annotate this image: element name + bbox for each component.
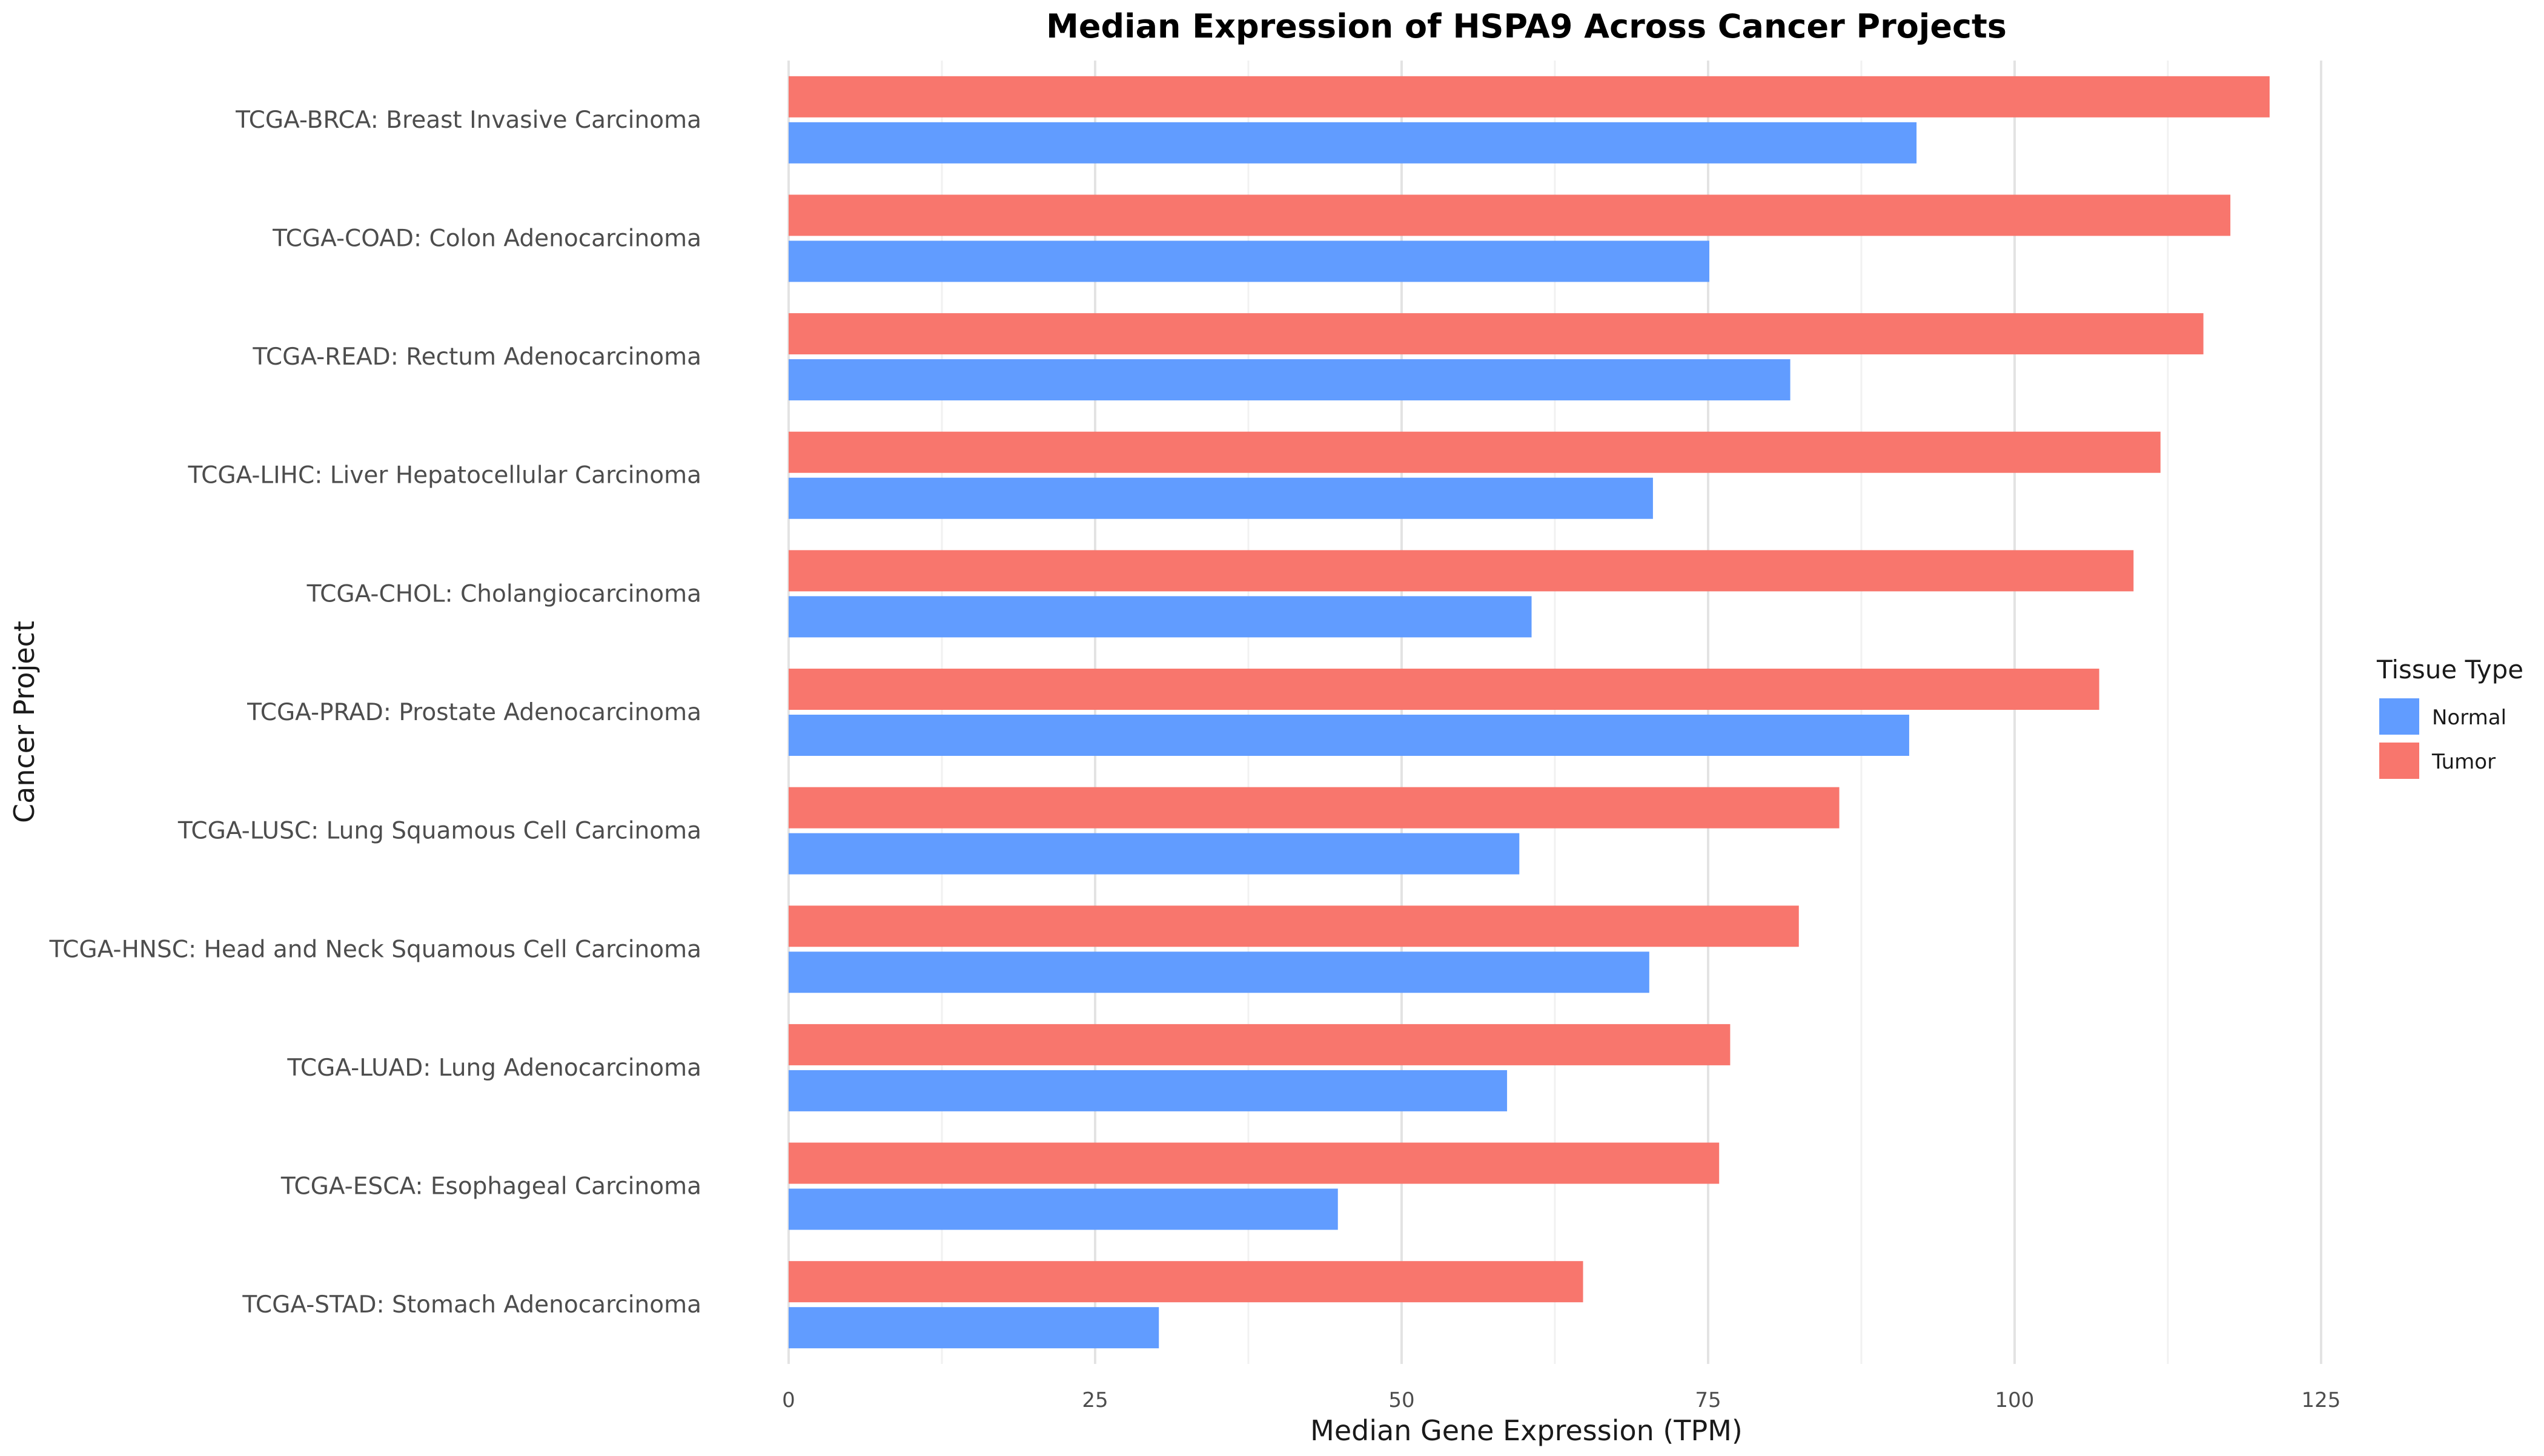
legend-title: Tissue Type	[2376, 655, 2523, 684]
bar-tumor	[789, 550, 2134, 592]
x-tick-label: 25	[1082, 1388, 1108, 1412]
x-tick-label: 100	[1995, 1388, 2035, 1412]
legend: Tissue Type Normal Tumor	[2376, 655, 2523, 779]
bar-tumor	[789, 194, 2231, 236]
y-tick-label: TCGA-COAD: Colon Adenocarcinoma	[272, 225, 701, 252]
bar-normal	[789, 1307, 1159, 1349]
y-tick-label: TCGA-STAD: Stomach Adenocarcinoma	[242, 1291, 701, 1319]
bar-tumor	[789, 1261, 1583, 1303]
bar-tumor	[789, 669, 2099, 710]
bar-normal	[789, 833, 1520, 875]
legend-swatch-tumor	[2379, 743, 2419, 779]
x-tick-label: 0	[782, 1388, 795, 1412]
y-axis-title: Cancer Project	[8, 621, 41, 823]
bar-tumor	[789, 1024, 1731, 1065]
bar-tumor	[789, 313, 2204, 355]
bar-normal	[789, 951, 1649, 993]
x-tick-label: 50	[1388, 1388, 1414, 1412]
legend-label-normal: Normal	[2432, 706, 2506, 730]
y-axis-tick-labels: TCGA-BRCA: Breast Invasive Carcinoma TCGA…	[49, 107, 701, 1319]
y-tick-label: TCGA-ESCA: Esophageal Carcinoma	[280, 1173, 701, 1200]
x-axis-title: Median Gene Expression (TPM)	[1310, 1414, 1743, 1447]
y-tick-label: TCGA-LIHC: Liver Hepatocellular Carcinom…	[188, 462, 701, 489]
bar-normal	[789, 715, 1909, 756]
bar-normal	[789, 359, 1790, 401]
y-tick-label: TCGA-CHOL: Cholangiocarcinoma	[306, 580, 701, 607]
bar-normal	[789, 477, 1653, 519]
bar-tumor	[789, 905, 1799, 947]
y-tick-label: TCGA-LUSC: Lung Squamous Cell Carcinoma	[177, 818, 701, 845]
y-tick-label: TCGA-LUAD: Lung Adenocarcinoma	[287, 1054, 701, 1082]
x-axis-tick-labels: 0 25 50 75 100 125	[782, 1388, 2340, 1412]
legend-label-tumor: Tumor	[2431, 750, 2496, 774]
x-tick-label: 125	[2302, 1388, 2341, 1412]
bar-normal	[789, 1188, 1338, 1230]
y-tick-label: TCGA-HNSC: Head and Neck Squamous Cell C…	[49, 936, 701, 963]
bar-normal	[789, 1070, 1508, 1111]
legend-swatch-normal	[2379, 698, 2419, 735]
bar-tumor	[789, 431, 2161, 473]
y-tick-label: TCGA-BRCA: Breast Invasive Carcinoma	[235, 107, 701, 134]
bar-tumor	[789, 76, 2270, 117]
chart-title: Median Expression of HSPA9 Across Cancer…	[1046, 7, 2007, 45]
bar-tumor	[789, 1142, 1720, 1184]
y-tick-label: TCGA-READ: Rectum Adenocarcinoma	[252, 343, 701, 371]
x-tick-label: 75	[1695, 1388, 1721, 1412]
y-tick-label: TCGA-PRAD: Prostate Adenocarcinoma	[247, 699, 701, 726]
bar-normal	[789, 122, 1917, 164]
bar-normal	[789, 240, 1710, 282]
bar-normal	[789, 596, 1532, 638]
bar-tumor	[789, 787, 1840, 829]
bars	[789, 76, 2270, 1349]
